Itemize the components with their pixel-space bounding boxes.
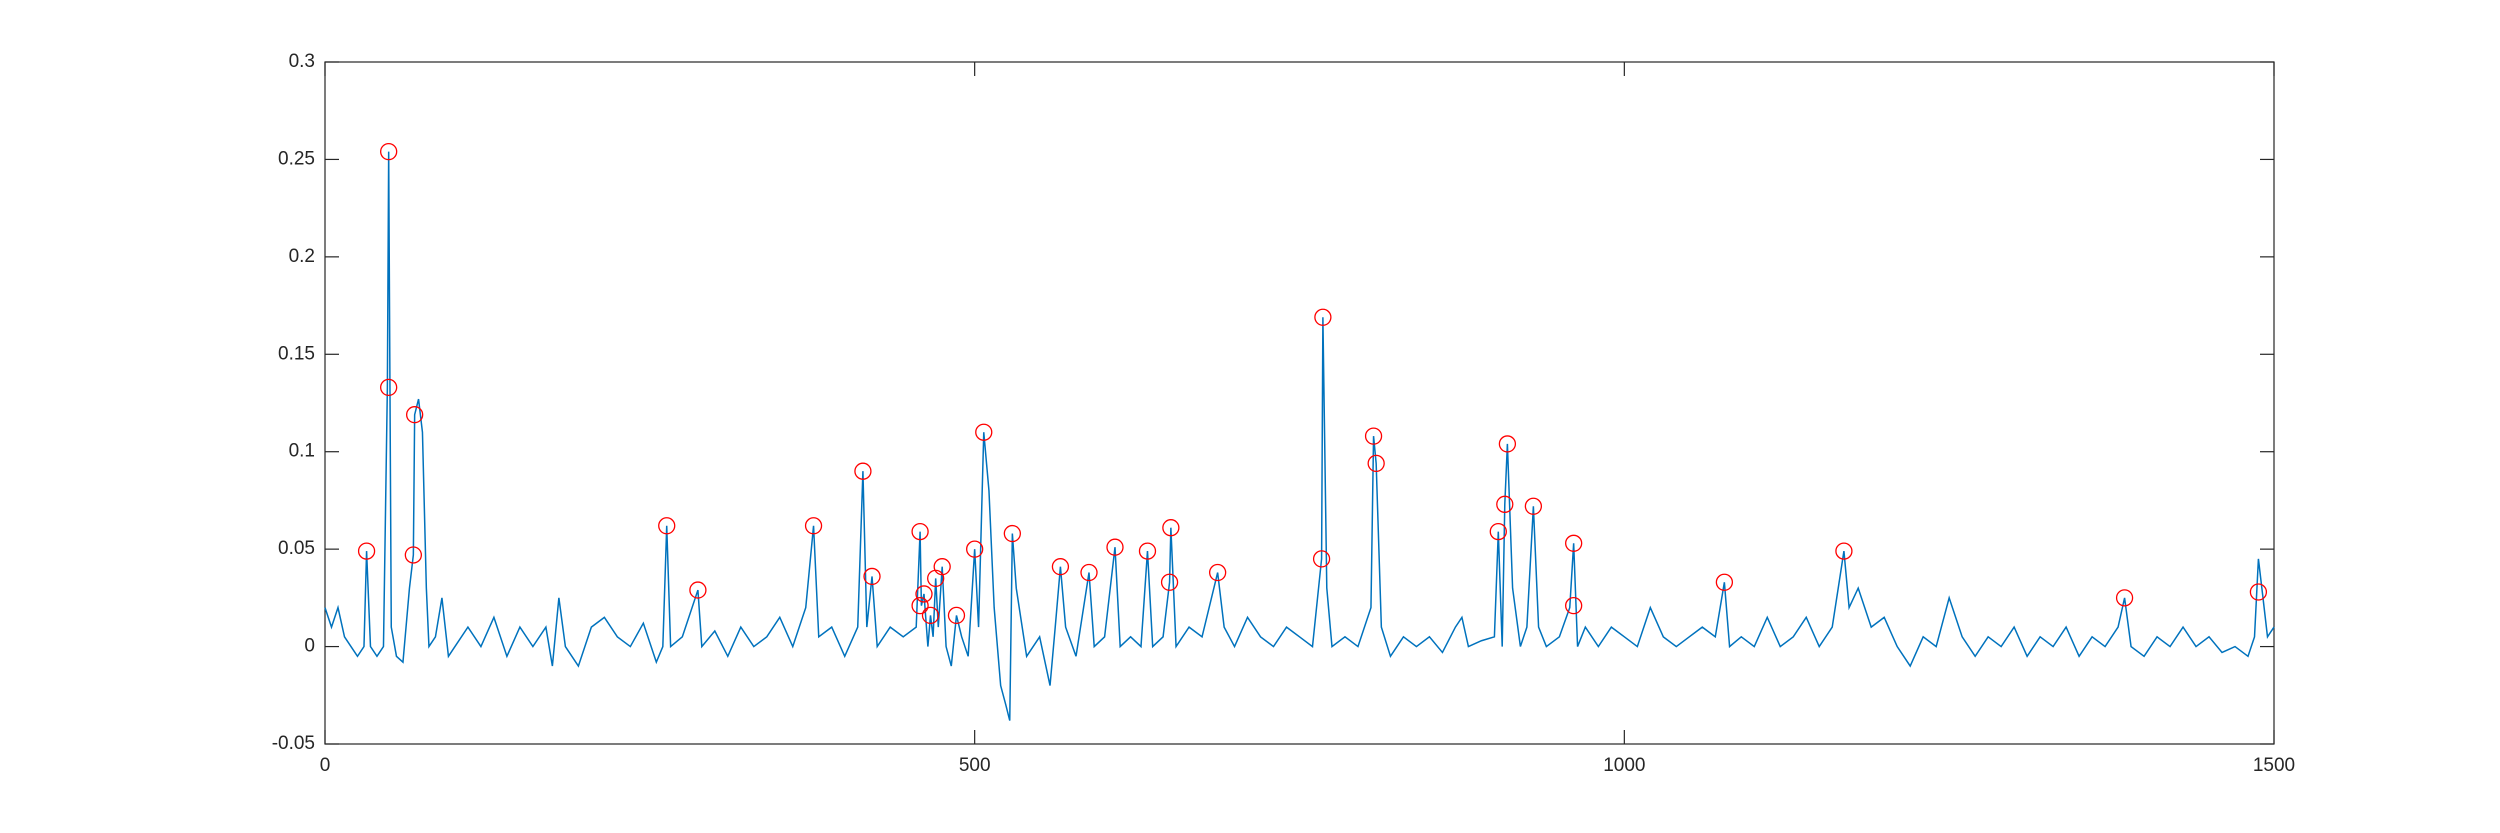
- peak-marker: [1565, 597, 1583, 615]
- peak-marker: [1498, 435, 1517, 453]
- peak-marker: [863, 567, 881, 586]
- y-tick-label: 0.15: [278, 343, 315, 364]
- peak-marker: [1367, 454, 1385, 473]
- peak-marker: [915, 585, 933, 603]
- peak-marker: [854, 462, 872, 480]
- x-tick-label: 1500: [2253, 755, 2295, 776]
- x-tick-label: 0: [320, 755, 331, 776]
- peak-marker: [1051, 558, 1070, 576]
- peak-marker: [1080, 563, 1098, 582]
- axes-box: [324, 61, 2275, 745]
- y-tick-label: 0: [304, 636, 315, 657]
- peak-marker: [658, 517, 676, 535]
- x-tick-label: 1000: [1603, 755, 1645, 776]
- peak-marker: [966, 540, 984, 558]
- peak-marker: [1565, 534, 1583, 552]
- peak-marker: [1835, 542, 1853, 560]
- peak-marker: [1106, 538, 1124, 556]
- peak-marker: [689, 581, 707, 599]
- y-tick-label: -0.05: [272, 733, 315, 754]
- y-tick-label: 0.2: [289, 246, 315, 267]
- peak-marker: [933, 558, 951, 576]
- peak-marker: [1312, 550, 1331, 568]
- peak-marker: [2249, 583, 2268, 601]
- peak-marker: [1138, 542, 1157, 560]
- peak-marker: [1314, 308, 1332, 326]
- peak-marker: [380, 142, 398, 161]
- peak-marker: [804, 517, 823, 535]
- peak-marker: [1715, 573, 1734, 591]
- peak-marker: [947, 606, 966, 625]
- peak-marker: [1208, 563, 1227, 582]
- peak-marker: [975, 423, 993, 441]
- peak-marker: [1489, 522, 1507, 541]
- y-tick-label: 0.3: [289, 51, 315, 72]
- peak-marker: [406, 406, 424, 424]
- peak-marker: [1003, 524, 1021, 543]
- peak-marker: [1496, 495, 1514, 513]
- y-tick-label: 0.25: [278, 148, 315, 169]
- peak-marker: [1364, 427, 1383, 445]
- peak-marker: [911, 522, 929, 541]
- peak-marker: [1160, 573, 1179, 591]
- peak-marker: [1162, 519, 1180, 537]
- x-tick-label: 500: [959, 755, 991, 776]
- y-tick-label: 0.1: [289, 441, 315, 462]
- peak-marker: [404, 546, 423, 564]
- peak-marker: [2115, 589, 2134, 607]
- peak-marker: [380, 378, 398, 397]
- peak-marker: [911, 597, 929, 615]
- peak-marker: [1524, 497, 1543, 515]
- y-tick-label: 0.05: [278, 538, 315, 559]
- peak-marker: [357, 542, 376, 560]
- peak-marker: [921, 606, 940, 625]
- data-line: [324, 151, 2275, 721]
